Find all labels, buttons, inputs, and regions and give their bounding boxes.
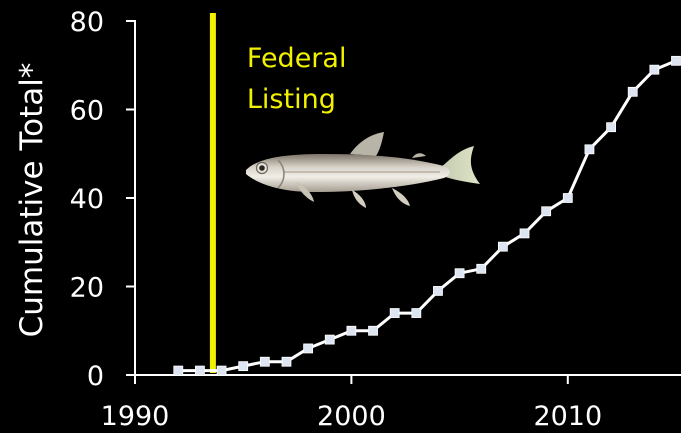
y-tick-label: 20: [70, 273, 104, 304]
x-axis-ticks: 1990 2000 2010: [101, 375, 602, 432]
data-point: [324, 334, 335, 345]
data-point: [497, 241, 508, 252]
data-point: [346, 325, 357, 336]
data-point: [562, 193, 573, 203]
annotation-label: Federal: [247, 43, 347, 74]
y-axis-ticks: 0 20 40 60 80: [70, 7, 135, 392]
y-tick-label: 40: [70, 184, 104, 215]
data-point: [195, 365, 205, 376]
annotations: Federal Listing: [209, 13, 347, 373]
data-point: [238, 361, 249, 372]
fish-icon: [246, 132, 480, 208]
y-tick-label: 60: [70, 96, 104, 127]
data-point: [649, 64, 660, 75]
x-tick-label: 2000: [317, 401, 386, 432]
data-point: [368, 325, 378, 336]
data-point: [281, 356, 292, 367]
data-point: [476, 263, 487, 274]
data-point: [627, 86, 638, 97]
annotation-label: Listing: [247, 84, 336, 115]
data-point: [259, 356, 270, 367]
data-point: [541, 206, 552, 217]
data-point: [303, 343, 314, 354]
axes: [134, 20, 681, 376]
data-point: [433, 286, 443, 296]
data-point: [519, 228, 530, 239]
data-point: [411, 308, 422, 318]
y-axis-label: Cumulative Total*: [14, 63, 50, 338]
data-point: [606, 122, 616, 133]
data-point: [389, 308, 400, 318]
data-point: [671, 55, 681, 66]
x-tick-label: 2010: [533, 401, 602, 432]
series-markers: [173, 55, 681, 376]
x-tick-label: 1990: [101, 401, 170, 432]
data-point: [584, 144, 595, 155]
y-tick-label: 0: [87, 361, 104, 392]
data-point: [216, 365, 227, 376]
data-point: [173, 365, 184, 376]
data-point: [454, 268, 465, 279]
y-tick-label: 80: [70, 7, 104, 38]
